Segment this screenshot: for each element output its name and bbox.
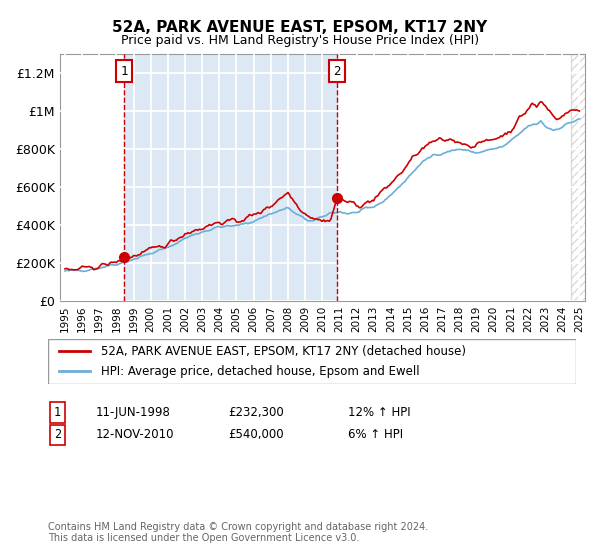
Text: 6% ↑ HPI: 6% ↑ HPI xyxy=(348,428,403,441)
Bar xyxy=(571,54,588,301)
Text: Price paid vs. HM Land Registry's House Price Index (HPI): Price paid vs. HM Land Registry's House … xyxy=(121,34,479,46)
FancyBboxPatch shape xyxy=(48,339,576,384)
Text: 12% ↑ HPI: 12% ↑ HPI xyxy=(348,406,410,419)
Text: 1: 1 xyxy=(120,65,128,78)
Text: 52A, PARK AVENUE EAST, EPSOM, KT17 2NY (detached house): 52A, PARK AVENUE EAST, EPSOM, KT17 2NY (… xyxy=(101,345,466,358)
Bar xyxy=(571,54,588,301)
Text: Contains HM Land Registry data © Crown copyright and database right 2024.
This d: Contains HM Land Registry data © Crown c… xyxy=(48,521,428,543)
Text: HPI: Average price, detached house, Epsom and Ewell: HPI: Average price, detached house, Epso… xyxy=(101,365,419,377)
Text: £232,300: £232,300 xyxy=(228,406,284,419)
Bar xyxy=(124,54,337,301)
Text: 2: 2 xyxy=(333,65,341,78)
Text: 1: 1 xyxy=(54,406,61,419)
Text: 2: 2 xyxy=(54,428,61,441)
Text: 11-JUN-1998: 11-JUN-1998 xyxy=(96,406,171,419)
Text: 12-NOV-2010: 12-NOV-2010 xyxy=(96,428,175,441)
Text: 52A, PARK AVENUE EAST, EPSOM, KT17 2NY: 52A, PARK AVENUE EAST, EPSOM, KT17 2NY xyxy=(112,20,488,35)
Text: £540,000: £540,000 xyxy=(228,428,284,441)
